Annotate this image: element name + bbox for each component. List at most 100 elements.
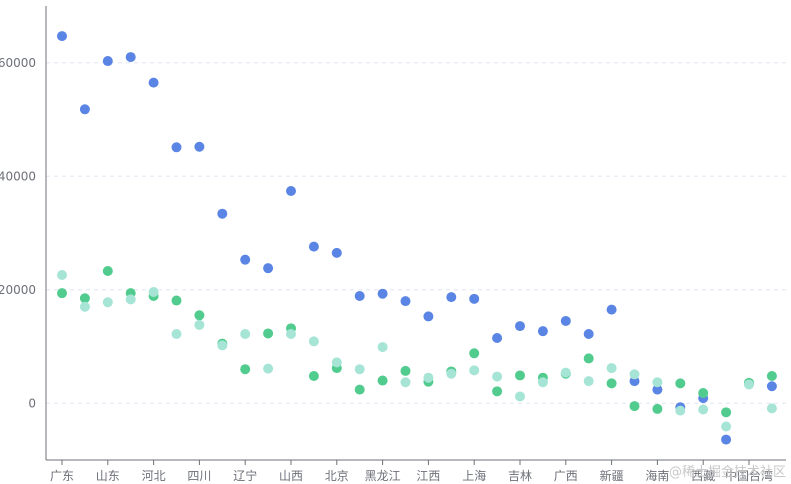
data-point[interactable] <box>308 336 319 347</box>
data-point[interactable] <box>354 384 365 395</box>
data-point[interactable] <box>240 254 251 265</box>
x-tick-label: 广东 <box>50 469 74 483</box>
data-point[interactable] <box>331 247 342 258</box>
y-tick-label: 0 <box>28 396 36 410</box>
data-point[interactable] <box>606 363 617 374</box>
data-point[interactable] <box>721 407 732 418</box>
data-point[interactable] <box>446 368 457 379</box>
data-point[interactable] <box>263 263 274 274</box>
data-point[interactable] <box>194 310 205 321</box>
data-point[interactable] <box>79 104 90 115</box>
data-point[interactable] <box>377 288 388 299</box>
data-point[interactable] <box>286 186 296 197</box>
data-point[interactable] <box>125 52 136 63</box>
data-point[interactable] <box>606 304 617 315</box>
data-point[interactable] <box>698 388 709 399</box>
data-point[interactable] <box>492 371 503 382</box>
data-point[interactable] <box>57 31 67 42</box>
data-point[interactable] <box>308 371 319 382</box>
data-point[interactable] <box>583 376 594 387</box>
data-point[interactable] <box>57 288 67 299</box>
data-point[interactable] <box>652 403 663 414</box>
data-point[interactable] <box>400 377 411 388</box>
data-point[interactable] <box>698 404 709 415</box>
data-point[interactable] <box>537 377 548 388</box>
data-point[interactable] <box>286 329 296 340</box>
data-point[interactable] <box>263 363 274 374</box>
data-point[interactable] <box>652 384 663 395</box>
data-point[interactable] <box>606 378 617 389</box>
data-point[interactable] <box>766 371 777 382</box>
data-point[interactable] <box>400 296 411 307</box>
data-point[interactable] <box>675 405 686 416</box>
series-3 <box>57 269 777 432</box>
x-tick-label: 山西 <box>279 469 303 483</box>
x-tick-label: 河北 <box>142 469 166 483</box>
data-point[interactable] <box>766 403 777 414</box>
data-point[interactable] <box>469 293 480 304</box>
data-point[interactable] <box>102 297 113 308</box>
x-tick-label: 吉林 <box>508 469 532 483</box>
data-point[interactable] <box>744 379 754 390</box>
data-point[interactable] <box>446 292 457 303</box>
data-point[interactable] <box>721 434 732 445</box>
x-tick-label: 上海 <box>462 468 486 483</box>
data-point[interactable] <box>354 290 365 301</box>
x-tick-label: 中国台湾 <box>725 468 773 483</box>
data-point[interactable] <box>240 364 251 375</box>
data-point[interactable] <box>583 329 594 340</box>
x-tick-label: 广西 <box>554 469 578 483</box>
x-axis-ticks: 广东 山东 河北 四川 辽宁 山西 北京 黑龙江 江西 上海 吉林 广西 新疆 海南 西藏 中国台湾 <box>50 460 773 483</box>
data-point[interactable] <box>171 295 182 306</box>
data-point[interactable] <box>400 365 411 376</box>
data-point[interactable] <box>240 329 251 340</box>
data-point[interactable] <box>515 370 525 381</box>
data-point[interactable] <box>560 367 571 378</box>
data-point[interactable] <box>377 342 388 353</box>
data-point[interactable] <box>423 372 434 383</box>
data-point[interactable] <box>171 329 182 340</box>
data-point[interactable] <box>492 386 503 397</box>
axes <box>45 6 786 461</box>
data-point[interactable] <box>102 56 113 67</box>
data-point[interactable] <box>194 141 205 152</box>
data-point[interactable] <box>423 311 434 322</box>
data-point[interactable] <box>125 294 136 305</box>
data-point[interactable] <box>331 357 342 368</box>
data-point[interactable] <box>148 77 159 88</box>
data-point[interactable] <box>171 142 182 153</box>
data-point[interactable] <box>377 375 388 386</box>
data-point[interactable] <box>583 353 594 364</box>
x-tick-label: 西藏 <box>691 469 715 483</box>
data-points <box>57 31 777 445</box>
data-point[interactable] <box>629 401 640 412</box>
x-tick-label: 山东 <box>96 469 120 483</box>
y-tick-label: 60000 <box>0 56 36 70</box>
data-point[interactable] <box>57 269 67 280</box>
data-point[interactable] <box>629 369 640 380</box>
data-point[interactable] <box>652 377 663 388</box>
x-tick-label: 海南 <box>645 468 669 483</box>
data-point[interactable] <box>721 421 732 432</box>
data-point[interactable] <box>102 266 113 277</box>
data-point[interactable] <box>515 321 525 332</box>
data-point[interactable] <box>492 332 503 343</box>
data-point[interactable] <box>217 208 228 219</box>
data-point[interactable] <box>217 340 228 351</box>
data-point[interactable] <box>79 293 90 304</box>
data-point[interactable] <box>515 391 525 402</box>
data-point[interactable] <box>537 326 548 337</box>
data-point[interactable] <box>194 319 205 330</box>
data-point[interactable] <box>675 378 686 389</box>
data-point[interactable] <box>766 381 777 392</box>
data-point[interactable] <box>308 241 319 252</box>
data-point[interactable] <box>560 315 571 326</box>
data-point[interactable] <box>148 287 159 298</box>
data-point[interactable] <box>263 328 274 339</box>
data-point[interactable] <box>469 348 480 359</box>
data-point[interactable] <box>79 301 90 312</box>
data-point[interactable] <box>354 364 365 375</box>
series-2 <box>57 266 777 418</box>
data-point[interactable] <box>469 365 480 376</box>
